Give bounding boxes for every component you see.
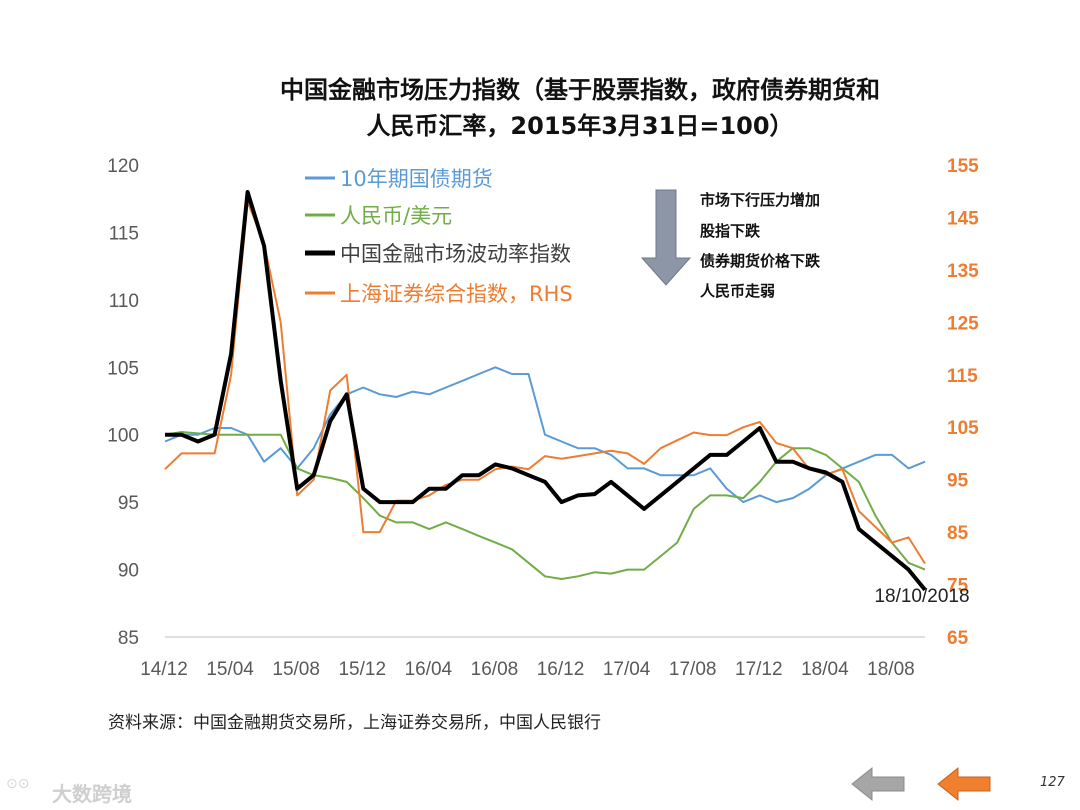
y-right-tick-label: 135 xyxy=(947,261,979,282)
legend-label: 10年期国债期货 xyxy=(340,167,493,191)
y-right-tick-label: 115 xyxy=(947,366,978,387)
series-group xyxy=(164,190,927,592)
x-tick-label: 14/12 xyxy=(140,659,188,680)
x-tick-label: 18/04 xyxy=(801,659,849,680)
y-left-tick-label: 100 xyxy=(107,426,139,447)
legend-label: 上海证券综合指数，RHS xyxy=(340,282,573,306)
x-tick-label: 18/08 xyxy=(867,659,915,680)
y-left-tick-label: 85 xyxy=(118,628,139,649)
x-tick-label: 16/04 xyxy=(405,659,453,680)
x-tick-label: 16/08 xyxy=(471,659,519,680)
x-tick-label: 17/12 xyxy=(735,659,783,680)
annotation-line: 人民币走弱 xyxy=(700,282,775,300)
page-number: 127 xyxy=(1040,775,1065,790)
y-left-tick-label: 115 xyxy=(109,223,139,244)
y-left-tick-label: 105 xyxy=(107,358,139,379)
y-left-tick-label: 110 xyxy=(109,291,139,312)
watermark-logo-icon: ⊙⊙ xyxy=(6,776,30,792)
annotation-line: 股指下跌 xyxy=(700,222,761,240)
previous-slide-button[interactable] xyxy=(850,766,906,802)
x-tick-label: 16/12 xyxy=(537,659,585,680)
x-tick-label: 17/08 xyxy=(669,659,717,680)
next-slide-button[interactable] xyxy=(936,766,992,802)
annotation-line: 市场下行压力增加 xyxy=(700,191,820,209)
end-date-label: 18/10/2018 xyxy=(874,586,969,607)
y-right-tick-label: 65 xyxy=(947,628,969,649)
series-cny-usd xyxy=(164,431,926,580)
axis-group: 120 115 110 105 100 95 90 85 155 145 135 125 115 105 9… xyxy=(107,156,979,680)
left-arrow-icon xyxy=(937,766,991,802)
x-tick-label: 15/04 xyxy=(206,659,254,680)
y-right-tick-label: 105 xyxy=(947,418,979,439)
y-right-tick-label: 95 xyxy=(947,471,969,492)
x-tick-label: 17/04 xyxy=(603,659,651,680)
annotation-line: 债券期货价格下跌 xyxy=(700,252,821,270)
y-right-tick-label: 125 xyxy=(947,313,979,334)
y-left-tick-label: 95 xyxy=(118,493,139,514)
y-right-tick-label: 75 xyxy=(947,576,969,597)
left-arrow-icon xyxy=(851,766,905,802)
y-right-tick-label: 85 xyxy=(947,523,969,544)
y-left-tick-label: 120 xyxy=(107,156,139,177)
x-tick-label: 15/12 xyxy=(338,659,386,680)
chart-title-line1: 中国金融市场压力指数（基于股票指数，政府债券期货和 xyxy=(280,76,880,104)
x-tick-label: 15/08 xyxy=(272,659,320,680)
y-right-tick-label: 155 xyxy=(947,156,979,177)
chart-title-line2: 人民币汇率，2015年3月31日=100） xyxy=(366,112,794,140)
chart-title: 中国金融市场压力指数（基于股票指数，政府债券期货和 人民币汇率，2015年3月3… xyxy=(140,72,1020,144)
legend-label: 人民币/美元 xyxy=(340,204,452,228)
y-right-tick-label: 145 xyxy=(947,208,979,229)
series-shanghai-composite xyxy=(164,200,926,565)
watermark-text: 大数跨境 xyxy=(52,782,132,806)
down-arrow-icon xyxy=(640,189,692,286)
y-left-tick-label: 90 xyxy=(118,561,139,582)
legend-label: 中国金融市场波动率指数 xyxy=(340,242,571,266)
series-volatility-index xyxy=(165,190,927,592)
source-note: 资料来源：中国金融期货交易所，上海证券交易所，中国人民银行 xyxy=(108,713,601,733)
